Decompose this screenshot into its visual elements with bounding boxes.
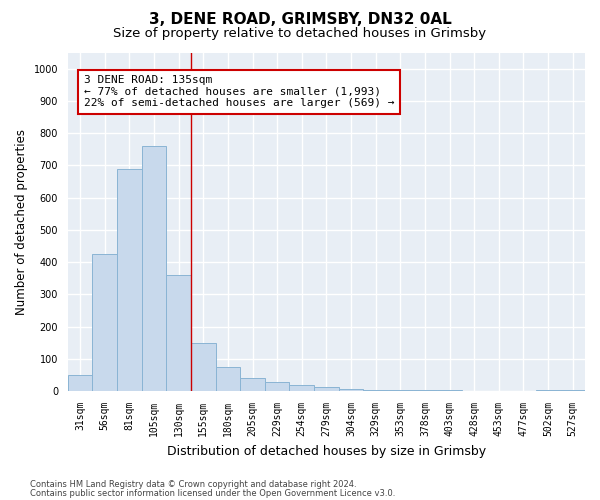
Bar xyxy=(413,390,437,391)
Text: 3 DENE ROAD: 135sqm
← 77% of detached houses are smaller (1,993)
22% of semi-det: 3 DENE ROAD: 135sqm ← 77% of detached ho… xyxy=(84,75,394,108)
Bar xyxy=(364,390,388,391)
Bar xyxy=(560,390,585,391)
Text: Contains public sector information licensed under the Open Government Licence v3: Contains public sector information licen… xyxy=(30,488,395,498)
Y-axis label: Number of detached properties: Number of detached properties xyxy=(15,129,28,315)
Bar xyxy=(191,343,215,391)
Bar xyxy=(92,254,117,391)
Bar xyxy=(437,390,462,391)
Bar xyxy=(339,388,364,391)
Bar xyxy=(314,387,339,391)
Bar xyxy=(536,390,560,391)
Text: Size of property relative to detached houses in Grimsby: Size of property relative to detached ho… xyxy=(113,28,487,40)
Bar xyxy=(215,367,240,391)
Bar xyxy=(289,384,314,391)
Text: 3, DENE ROAD, GRIMSBY, DN32 0AL: 3, DENE ROAD, GRIMSBY, DN32 0AL xyxy=(149,12,451,28)
Bar xyxy=(166,275,191,391)
Text: Contains HM Land Registry data © Crown copyright and database right 2024.: Contains HM Land Registry data © Crown c… xyxy=(30,480,356,489)
Bar xyxy=(462,390,487,391)
X-axis label: Distribution of detached houses by size in Grimsby: Distribution of detached houses by size … xyxy=(167,444,486,458)
Bar xyxy=(388,390,413,391)
Bar xyxy=(240,378,265,391)
Bar xyxy=(265,382,289,391)
Bar xyxy=(117,168,142,391)
Bar xyxy=(142,146,166,391)
Bar xyxy=(68,375,92,391)
